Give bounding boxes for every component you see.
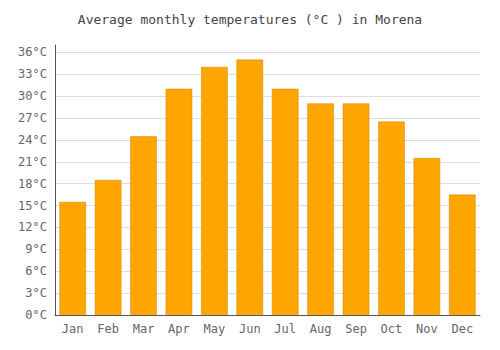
svg-text:Nov: Nov bbox=[416, 322, 438, 336]
svg-text:30°C: 30°C bbox=[18, 89, 47, 103]
svg-text:3°C: 3°C bbox=[25, 286, 47, 300]
svg-text:6°C: 6°C bbox=[25, 264, 47, 278]
svg-text:May: May bbox=[204, 322, 226, 336]
svg-text:9°C: 9°C bbox=[25, 242, 47, 256]
svg-text:Average monthly temperatures (: Average monthly temperatures (°C ) in Mo… bbox=[78, 12, 422, 27]
svg-text:Oct: Oct bbox=[381, 322, 403, 336]
svg-text:Jul: Jul bbox=[274, 322, 296, 336]
svg-text:Dec: Dec bbox=[451, 322, 473, 336]
svg-text:Sep: Sep bbox=[345, 322, 367, 336]
svg-text:15°C: 15°C bbox=[18, 199, 47, 213]
svg-text:Apr: Apr bbox=[168, 322, 190, 336]
svg-text:Aug: Aug bbox=[310, 322, 332, 336]
svg-text:Mar: Mar bbox=[133, 322, 155, 336]
svg-text:27°C: 27°C bbox=[18, 111, 47, 125]
svg-text:12°C: 12°C bbox=[18, 220, 47, 234]
svg-text:36°C: 36°C bbox=[18, 45, 47, 59]
svg-text:24°C: 24°C bbox=[18, 133, 47, 147]
svg-text:33°C: 33°C bbox=[18, 67, 47, 81]
svg-text:Jan: Jan bbox=[62, 322, 84, 336]
svg-text:21°C: 21°C bbox=[18, 155, 47, 169]
svg-text:Feb: Feb bbox=[97, 322, 119, 336]
svg-text:0°C: 0°C bbox=[25, 308, 47, 322]
svg-text:Jun: Jun bbox=[239, 322, 261, 336]
svg-text:18°C: 18°C bbox=[18, 177, 47, 191]
